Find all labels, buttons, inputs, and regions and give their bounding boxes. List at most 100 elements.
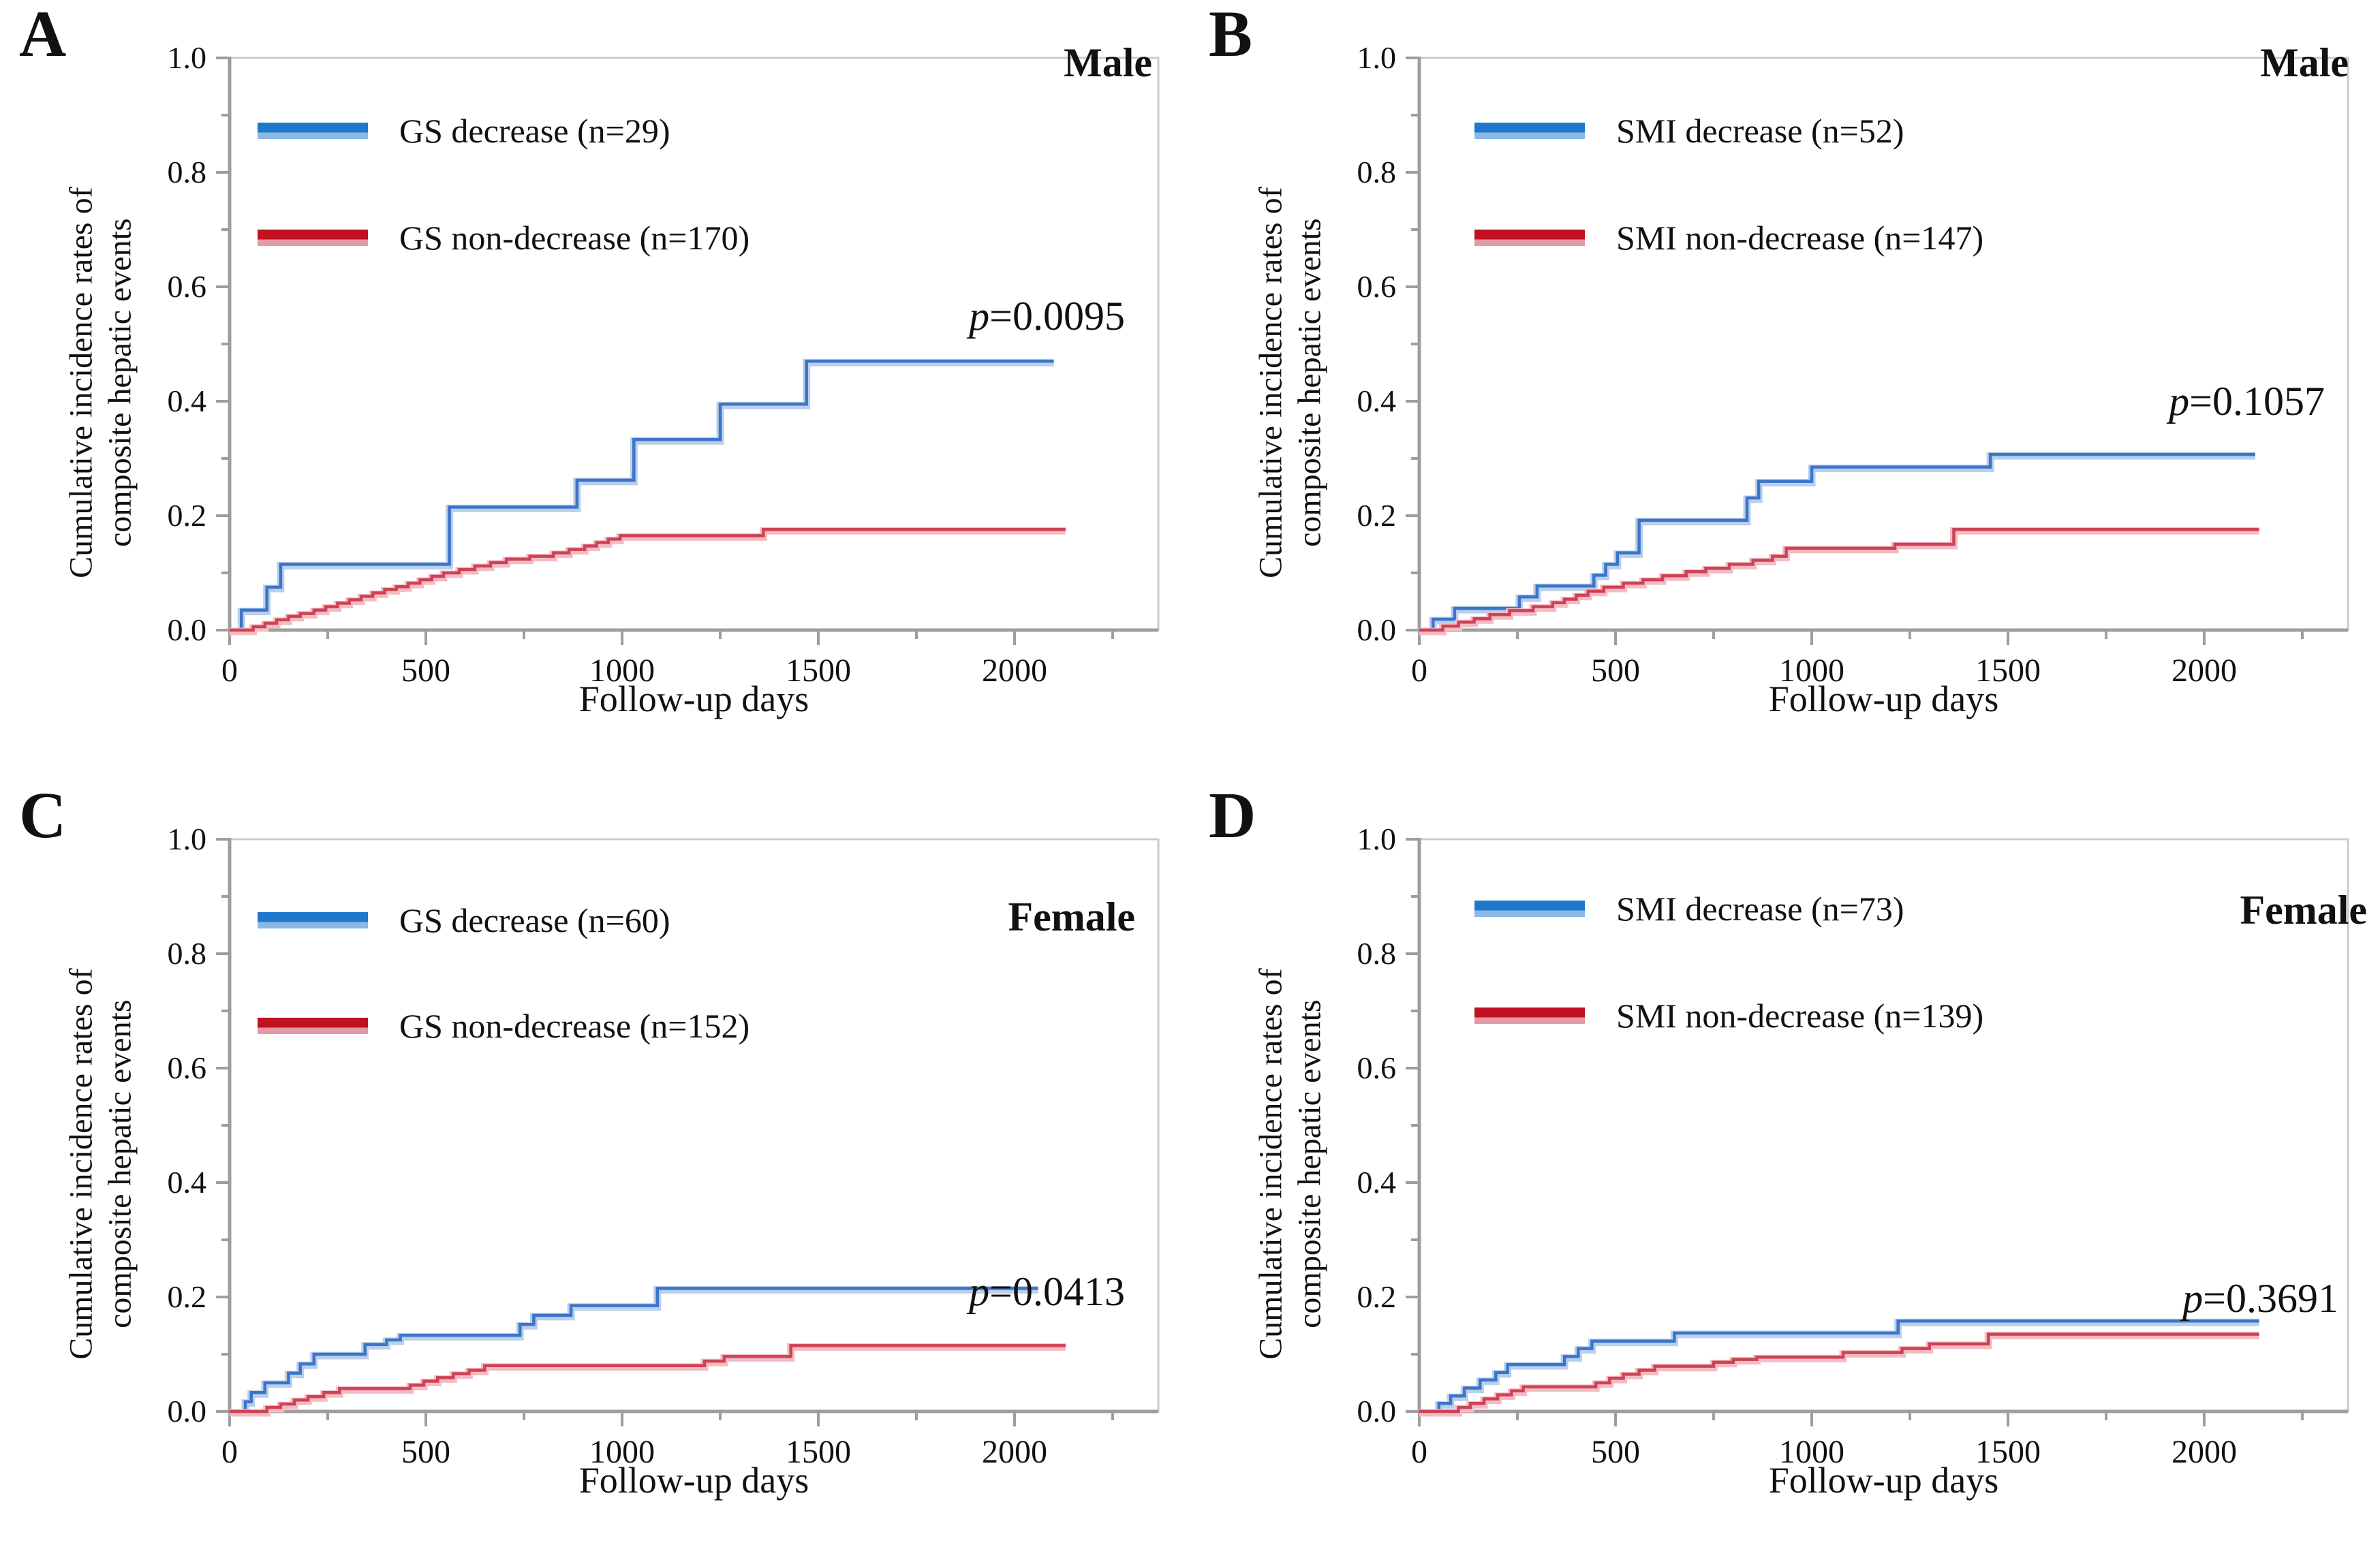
p-symbol: p <box>2169 379 2190 424</box>
panel-letter: A <box>19 0 67 70</box>
legend-item-blue: SMI decrease (n=73) <box>1474 889 1904 928</box>
y-tick-label: 0.4 <box>168 1165 207 1200</box>
x-tick-label: 0 <box>221 1434 238 1470</box>
plot-a: 0.0 0.2 0.4 0.6 0.8 1.0 0 500 1000 1500 2000 <box>168 40 1160 689</box>
legend-item-red: SMI non-decrease (n=139) <box>1474 996 1983 1035</box>
x-tick-label: 1500 <box>1975 1434 2041 1470</box>
y-tick-label: 0.0 <box>168 1394 207 1428</box>
y-tick-label: 0.2 <box>168 1279 207 1314</box>
y-tick-label: 0.2 <box>1357 498 1397 533</box>
y-axis-title-line2: composite hepatic events <box>1291 999 1327 1328</box>
p-number: =0.0095 <box>989 294 1125 339</box>
tick-labels: 0.0 0.2 0.4 0.6 0.8 1.0 0 500 1000 1500 2000 <box>168 822 1048 1470</box>
x-tick-label: 500 <box>1591 653 1640 689</box>
panel-d: 0.0 0.2 0.4 0.6 0.8 1.0 0 500 1000 1500 2000 D Cum… <box>1190 781 2379 1562</box>
x-tick-label: 500 <box>401 653 450 689</box>
legend-swatch-red <box>1474 1008 1585 1024</box>
y-tick-label: 0.2 <box>1357 1279 1397 1314</box>
group-label: Male <box>1064 40 1152 85</box>
y-tick-label: 0.8 <box>1357 936 1397 971</box>
x-tick-label: 1500 <box>786 653 851 689</box>
p-number: =0.0413 <box>989 1269 1125 1314</box>
p-value: p=0.1057 <box>2169 378 2325 425</box>
y-axis-title-line1: Cumulative incidence rates of <box>63 187 99 578</box>
y-axis-title-line1: Cumulative incidence rates of <box>1252 968 1289 1360</box>
p-symbol: p <box>2182 1276 2204 1321</box>
curve-blue <box>230 1287 1038 1413</box>
legend-swatch-red <box>1474 230 1585 246</box>
curve-halo-blue <box>230 1285 1038 1417</box>
y-tick-label: 1.0 <box>1357 822 1397 856</box>
legend-label-red: GS non-decrease (n=170) <box>399 219 750 257</box>
y-axis-title: Cumulative incidence rates of composite … <box>62 858 139 1471</box>
y-tick-label: 0.8 <box>1357 155 1397 189</box>
panel-letter: C <box>19 779 67 852</box>
ticks <box>1406 838 2304 1426</box>
panel-b: 0.0 0.2 0.4 0.6 0.8 1.0 0 500 1000 1500 2000 B Cum… <box>1190 0 2379 781</box>
y-axis-title-line2: composite hepatic events <box>102 218 138 547</box>
x-tick-label: 2000 <box>2172 653 2237 689</box>
y-tick-label: 0.6 <box>1357 269 1397 304</box>
x-tick-label: 500 <box>401 1434 450 1470</box>
plot-b: 0.0 0.2 0.4 0.6 0.8 1.0 0 500 1000 1500 2000 <box>1357 40 2349 689</box>
curve-halo-blue <box>230 358 1054 636</box>
y-tick-label: 0.8 <box>168 155 207 189</box>
y-tick-label: 0.4 <box>168 384 207 418</box>
p-value: p=0.0095 <box>969 293 1125 340</box>
x-axis-title: Follow-up days <box>1768 1460 1999 1501</box>
legend-swatch-blue <box>258 123 368 139</box>
panel-letter: B <box>1209 0 1253 70</box>
panel-letter: D <box>1209 779 1256 852</box>
group-label: Female <box>1008 894 1135 939</box>
legend-item-blue: GS decrease (n=60) <box>258 901 670 940</box>
x-tick-label: 2000 <box>982 653 1047 689</box>
y-axis-title: Cumulative incidence rates of composite … <box>62 76 139 689</box>
p-number: =0.3691 <box>2203 1276 2338 1321</box>
legend-swatch-red <box>258 1018 368 1034</box>
x-tick-label: 0 <box>1411 653 1427 689</box>
curve-red <box>230 527 1066 632</box>
panel-a: 0.0 0.2 0.4 0.6 0.8 1.0 0 500 1000 1500 2000 A Cum… <box>0 0 1190 781</box>
x-axis-title: Follow-up days <box>578 678 809 719</box>
curve-halo-red <box>1419 527 2259 636</box>
curve-blue <box>1419 1319 2259 1413</box>
curve-halo-red <box>230 527 1066 636</box>
curve-blue <box>230 359 1054 632</box>
ticks <box>1406 57 2304 645</box>
y-tick-label: 0.2 <box>168 498 207 533</box>
curve-red <box>230 1344 1066 1413</box>
legend-item-blue: SMI decrease (n=52) <box>1474 111 1904 151</box>
x-tick-label: 1000 <box>589 653 655 689</box>
legend-item-red: GS non-decrease (n=152) <box>258 1006 749 1046</box>
panel-c: 0.0 0.2 0.4 0.6 0.8 1.0 0 500 1000 1500 2000 C Cum… <box>0 781 1190 1562</box>
legend-swatch-blue <box>1474 901 1585 917</box>
curve-red <box>1419 527 2259 632</box>
x-tick-label: 0 <box>221 653 238 689</box>
y-axis-title-line1: Cumulative incidence rates of <box>63 968 99 1360</box>
y-tick-label: 0.6 <box>1357 1050 1397 1085</box>
legend-label-blue: GS decrease (n=29) <box>399 112 670 150</box>
y-tick-label: 1.0 <box>1357 40 1397 75</box>
legend-label-red: SMI non-decrease (n=147) <box>1616 219 1984 257</box>
p-number: =0.1057 <box>2189 379 2325 424</box>
y-axis-title-line2: composite hepatic events <box>102 999 138 1328</box>
y-tick-label: 1.0 <box>168 40 207 75</box>
plot-c: 0.0 0.2 0.4 0.6 0.8 1.0 0 500 1000 1500 2000 <box>168 822 1160 1470</box>
x-tick-label: 1500 <box>786 1434 851 1470</box>
x-axis-title: Follow-up days <box>1768 678 1999 719</box>
p-symbol: p <box>969 294 990 339</box>
x-tick-label: 1000 <box>1779 1434 1844 1470</box>
legend-item-red: GS non-decrease (n=170) <box>258 218 749 257</box>
tick-labels: 0.0 0.2 0.4 0.6 0.8 1.0 0 500 1000 1500 2000 <box>1357 40 2238 689</box>
ticks <box>216 57 1114 645</box>
curve-blue <box>1419 452 2255 632</box>
legend-label-blue: SMI decrease (n=52) <box>1616 112 1904 150</box>
group-label: Male <box>2260 40 2349 85</box>
y-tick-label: 0.6 <box>168 269 207 304</box>
legend-item-red: SMI non-decrease (n=147) <box>1474 218 1983 257</box>
p-value: p=0.3691 <box>2182 1275 2338 1322</box>
tick-labels: 0.0 0.2 0.4 0.6 0.8 1.0 0 500 1000 1500 2000 <box>1357 822 2238 1470</box>
legend-swatch-blue <box>258 912 368 928</box>
legend-item-blue: GS decrease (n=29) <box>258 111 670 151</box>
